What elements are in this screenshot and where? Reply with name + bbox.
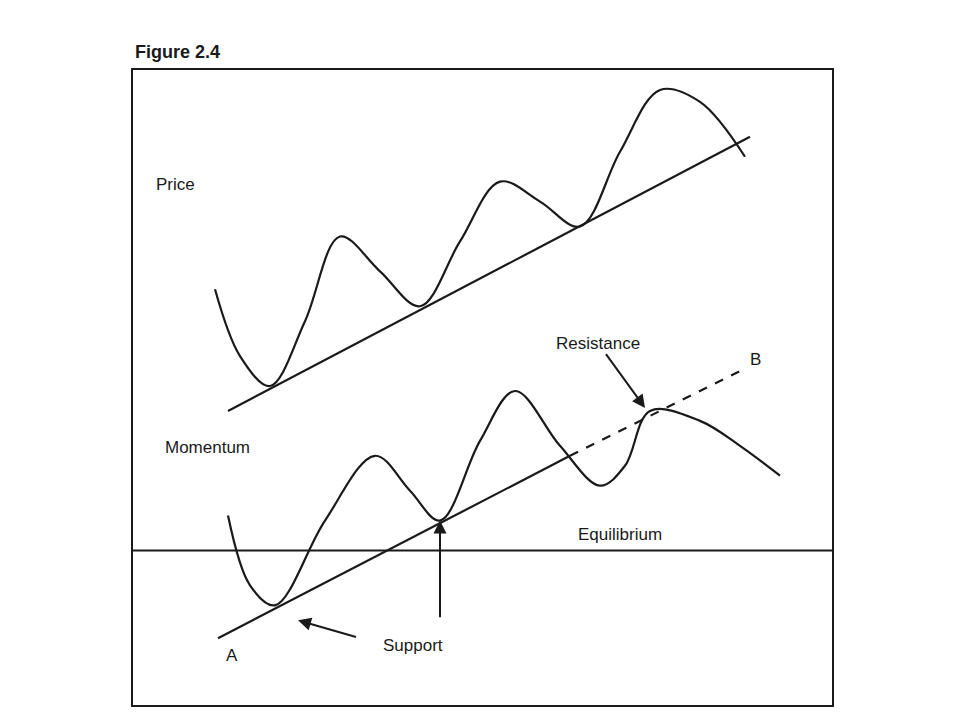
svg-text:A: A xyxy=(226,646,238,665)
svg-text:Price: Price xyxy=(156,175,195,194)
svg-text:Momentum: Momentum xyxy=(165,438,250,457)
svg-text:Figure 2.4: Figure 2.4 xyxy=(135,42,220,62)
svg-text:Support: Support xyxy=(383,636,443,655)
svg-text:Resistance: Resistance xyxy=(556,334,640,353)
svg-text:Equilibrium: Equilibrium xyxy=(578,525,662,544)
svg-text:B: B xyxy=(750,350,761,369)
